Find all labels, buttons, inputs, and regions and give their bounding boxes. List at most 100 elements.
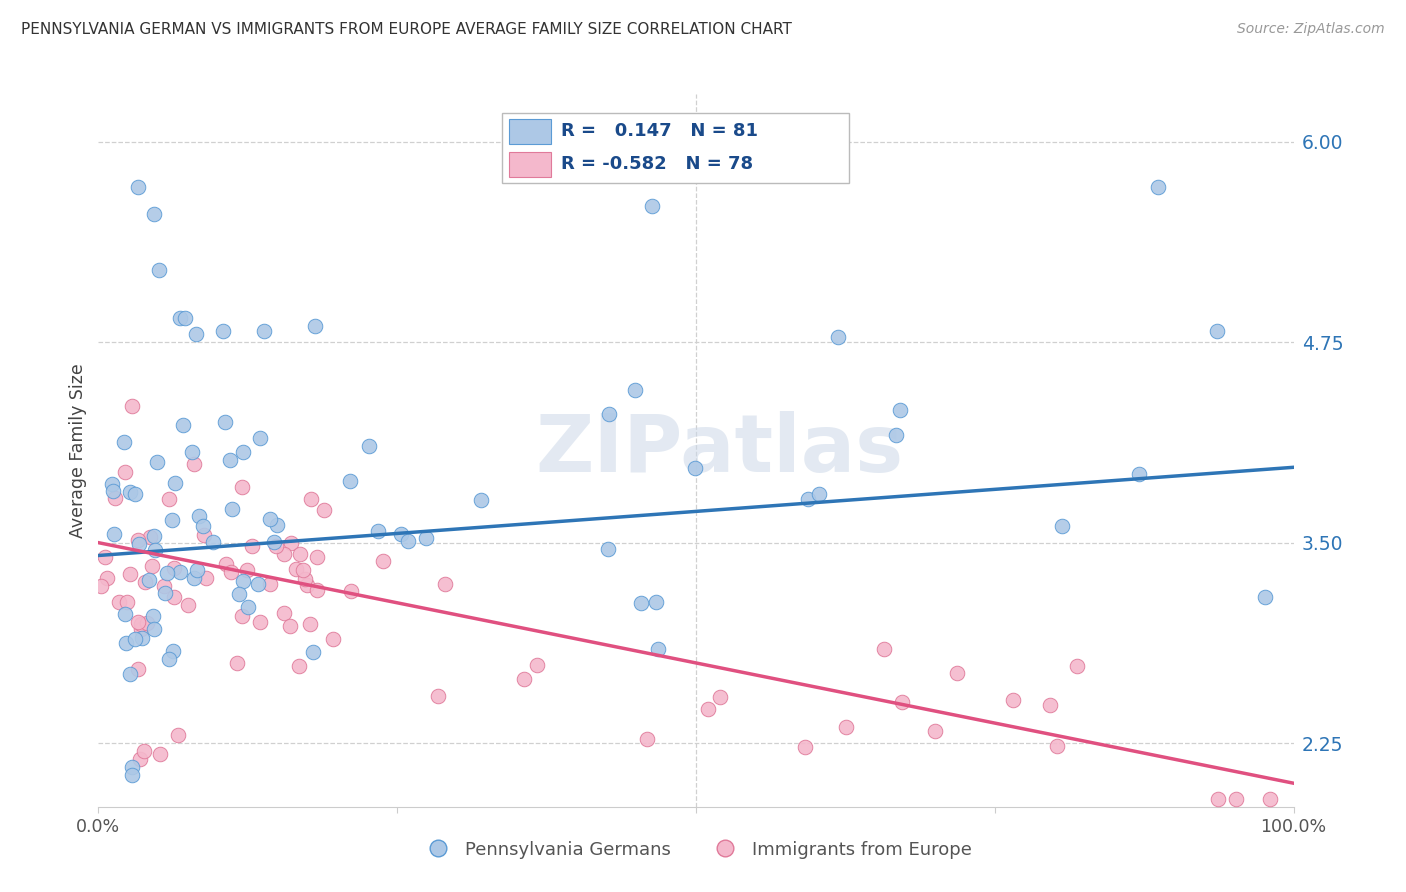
Point	[163, 560, 186, 574]
Point	[249, 432, 271, 446]
Point	[149, 747, 172, 762]
Point	[266, 518, 288, 533]
Point	[827, 330, 849, 344]
Point	[630, 596, 652, 610]
Point	[195, 571, 218, 585]
Point	[709, 690, 731, 705]
Point	[513, 672, 536, 686]
Point	[118, 485, 141, 500]
Point	[295, 578, 318, 592]
Point	[101, 476, 124, 491]
Point	[169, 565, 191, 579]
Point	[232, 574, 254, 588]
Point	[232, 444, 254, 458]
Point	[138, 573, 160, 587]
Point	[128, 537, 150, 551]
Point	[290, 547, 312, 561]
Point	[367, 524, 389, 538]
Point	[238, 600, 260, 615]
Point	[228, 587, 250, 601]
Point	[872, 642, 894, 657]
Point	[143, 529, 166, 543]
Point	[312, 503, 335, 517]
Point	[252, 324, 274, 338]
Point	[1205, 324, 1227, 338]
Point	[101, 483, 124, 498]
Point	[181, 444, 204, 458]
Point	[191, 519, 214, 533]
Point	[143, 622, 166, 636]
Point	[112, 434, 135, 449]
Point	[143, 207, 166, 221]
Point	[221, 501, 243, 516]
Point	[118, 666, 141, 681]
Legend: Pennsylvania Germans, Immigrants from Europe: Pennsylvania Germans, Immigrants from Eu…	[413, 834, 979, 866]
Point	[165, 476, 187, 491]
Point	[596, 542, 619, 557]
Point	[1258, 792, 1281, 806]
Point	[143, 543, 166, 558]
Point	[183, 457, 205, 471]
Point	[157, 492, 180, 507]
Point	[1254, 590, 1277, 604]
Point	[685, 461, 707, 475]
Point	[946, 665, 969, 680]
Point	[211, 324, 233, 338]
Y-axis label: Average Family Size: Average Family Size	[69, 363, 87, 538]
Point	[90, 579, 112, 593]
Point	[259, 576, 281, 591]
Point	[357, 439, 380, 453]
Point	[94, 549, 117, 564]
Point	[127, 533, 149, 547]
Point	[1039, 698, 1062, 712]
Point	[305, 582, 328, 597]
Point	[231, 480, 253, 494]
Point	[891, 695, 914, 709]
Text: Source: ZipAtlas.com: Source: ZipAtlas.com	[1237, 22, 1385, 37]
Point	[304, 319, 326, 334]
Point	[641, 199, 664, 213]
Point	[427, 690, 450, 704]
Point	[148, 263, 170, 277]
Text: PENNSYLVANIA GERMAN VS IMMIGRANTS FROM EUROPE AVERAGE FAMILY SIZE CORRELATION CH: PENNSYLVANIA GERMAN VS IMMIGRANTS FROM E…	[21, 22, 792, 37]
Point	[132, 744, 155, 758]
Point	[1052, 518, 1074, 533]
Point	[131, 631, 153, 645]
Point	[287, 659, 309, 673]
Point	[339, 474, 361, 488]
Point	[1066, 658, 1088, 673]
Point	[236, 563, 259, 577]
Point	[176, 598, 198, 612]
Point	[285, 562, 308, 576]
Point	[157, 652, 180, 666]
Point	[231, 608, 253, 623]
Point	[129, 622, 152, 636]
Point	[146, 454, 169, 468]
Point	[127, 615, 149, 630]
Point	[187, 508, 209, 523]
Point	[114, 465, 136, 479]
Point	[470, 492, 492, 507]
Point	[246, 577, 269, 591]
Point	[142, 609, 165, 624]
Point	[129, 617, 152, 632]
Point	[396, 534, 419, 549]
Point	[797, 491, 820, 506]
Point	[1225, 792, 1247, 806]
Point	[124, 632, 146, 646]
Point	[924, 723, 946, 738]
Point	[645, 595, 668, 609]
Point	[696, 702, 718, 716]
Point	[291, 563, 314, 577]
Point	[153, 586, 176, 600]
Point	[598, 407, 620, 421]
Point	[114, 607, 136, 621]
Point	[294, 572, 316, 586]
Point	[172, 418, 194, 433]
Point	[340, 584, 363, 599]
Point	[136, 616, 159, 631]
Point	[884, 428, 907, 442]
Point	[259, 512, 281, 526]
Point	[415, 532, 437, 546]
Point	[808, 487, 831, 501]
